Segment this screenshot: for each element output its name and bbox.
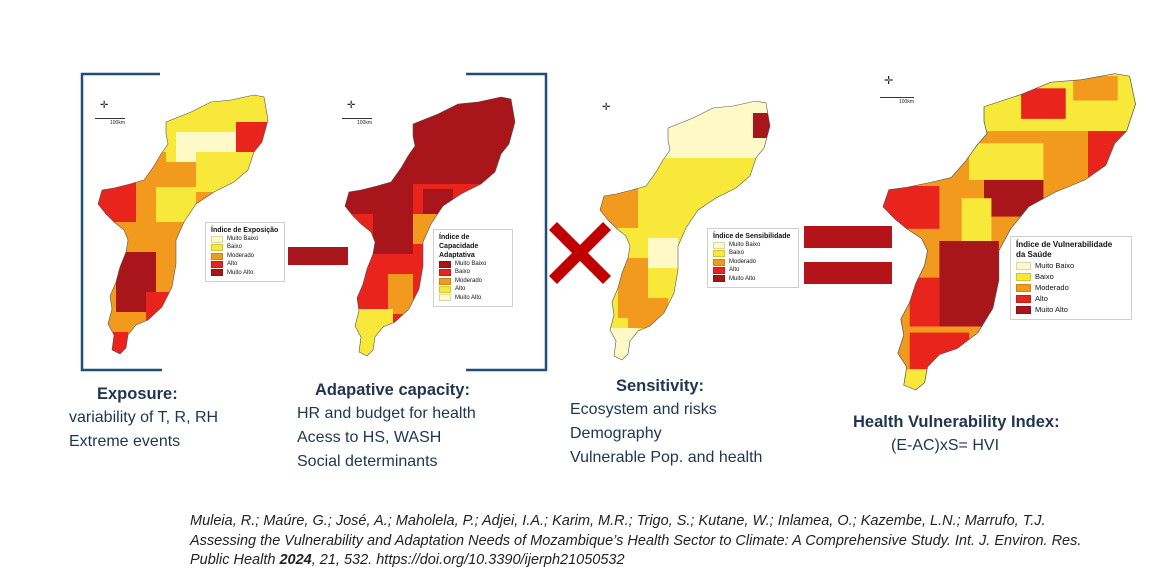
scale-bar: 100km — [95, 118, 125, 126]
north-arrow-icon: ✛ — [100, 100, 109, 111]
capacity-line: Social determinants — [297, 453, 438, 470]
legend-title: Índice de Vulnerabilidade — [1016, 240, 1113, 249]
capacity-map — [344, 96, 516, 357]
scale-bar: 100km — [342, 118, 372, 126]
north-arrow-icon: ✛ — [602, 102, 611, 113]
capacity-line: HR and budget for health — [297, 405, 476, 422]
legend-item: Alto — [211, 260, 279, 268]
legend-item: Moderado — [713, 258, 793, 266]
legend-item: Baixo — [713, 249, 793, 258]
hvi-label: Health Vulnerability Index: (E-AC)xS= HV… — [853, 410, 1060, 458]
right-bracket — [466, 72, 548, 372]
left-bracket — [80, 72, 162, 372]
sensitivity-legend: Índice de Sensibilidade Muito Baixo Baix… — [707, 228, 799, 289]
legend-item: Baixo — [211, 243, 279, 252]
hvi-map — [882, 72, 1137, 391]
hvi-formula: (E-AC)xS= HVI — [891, 437, 1000, 454]
citation-authors: Muleia, R.; Maúre, G.; José, A.; Maholel… — [190, 513, 1082, 568]
sensitivity-title: Sensitivity: — [616, 377, 705, 395]
legend-item: Alto — [713, 266, 793, 274]
minus-operator-icon — [288, 247, 348, 265]
legend-item: Muito Baixo — [211, 235, 279, 243]
capacity-label: Adapative capacity: HR and budget for he… — [297, 378, 476, 474]
hvi-title: Health Vulnerability Index: — [853, 413, 1060, 431]
legend-item: Muito Baixo — [713, 241, 793, 249]
legend-item: Alto — [439, 285, 507, 293]
citation: Muleia, R.; Maúre, G.; José, A.; Maholel… — [190, 512, 1090, 571]
legend-title: Índice de Sensibilidade — [713, 233, 791, 240]
exposure-line: Extreme events — [69, 433, 181, 450]
legend-item: Moderado — [439, 277, 507, 285]
legend-item: Moderado — [1016, 282, 1126, 293]
exposure-legend: Índice de Exposição Muito Baixo Baixo Mo… — [205, 222, 285, 283]
capacity-title: Adapative capacity: — [315, 381, 470, 399]
exposure-line: variability of T, R, RH — [69, 409, 219, 426]
sensitivity-map — [599, 100, 771, 361]
legend-item: Muito Alto — [439, 294, 507, 302]
legend-title: da Saúde — [1016, 250, 1052, 259]
capacity-line: Acess to HS, WASH — [297, 429, 442, 446]
multiply-operator-icon — [549, 222, 611, 284]
legend-item: Baixo — [1016, 271, 1126, 282]
legend-item: Muito Alto — [713, 275, 793, 283]
legend-item: Muito Baixo — [1016, 260, 1126, 271]
north-arrow-icon: ✛ — [884, 75, 894, 87]
legend-item: Muito Alto — [1016, 304, 1126, 315]
sensitivity-line: Demography — [570, 425, 662, 442]
north-arrow-icon: ✛ — [347, 100, 356, 111]
legend-item: Muito Baixo — [439, 260, 507, 268]
citation-rest: , 21, 532. https://doi.org/10.3390/ijerp… — [311, 552, 625, 568]
legend-title: Índice de Capacidade — [439, 234, 479, 250]
legend-item: Alto — [1016, 293, 1126, 304]
sensitivity-line: Vulnerable Pop. and health — [570, 449, 763, 466]
legend-item: Moderado — [211, 252, 279, 260]
legend-item: Muito Alto — [211, 269, 279, 277]
scale-bar: 100km — [880, 97, 914, 105]
legend-title: Adaptativa — [439, 252, 475, 259]
legend-title: Índice de Exposição — [211, 227, 279, 234]
sensitivity-line: Ecosystem and risks — [570, 401, 717, 418]
exposure-label: Exposure: variability of T, R, RH Extrem… — [69, 382, 218, 454]
hvi-legend: Índice de Vulnerabilidade da Saúde Muito… — [1010, 236, 1132, 320]
exposure-title: Exposure: — [97, 385, 178, 403]
sensitivity-label: Sensitivity: Ecosystem and risks Demogra… — [570, 374, 762, 470]
legend-item: Baixo — [439, 268, 507, 277]
citation-year: 2024 — [279, 552, 312, 568]
capacity-legend: Índice de Capacidade Adaptativa Muito Ba… — [433, 229, 513, 308]
